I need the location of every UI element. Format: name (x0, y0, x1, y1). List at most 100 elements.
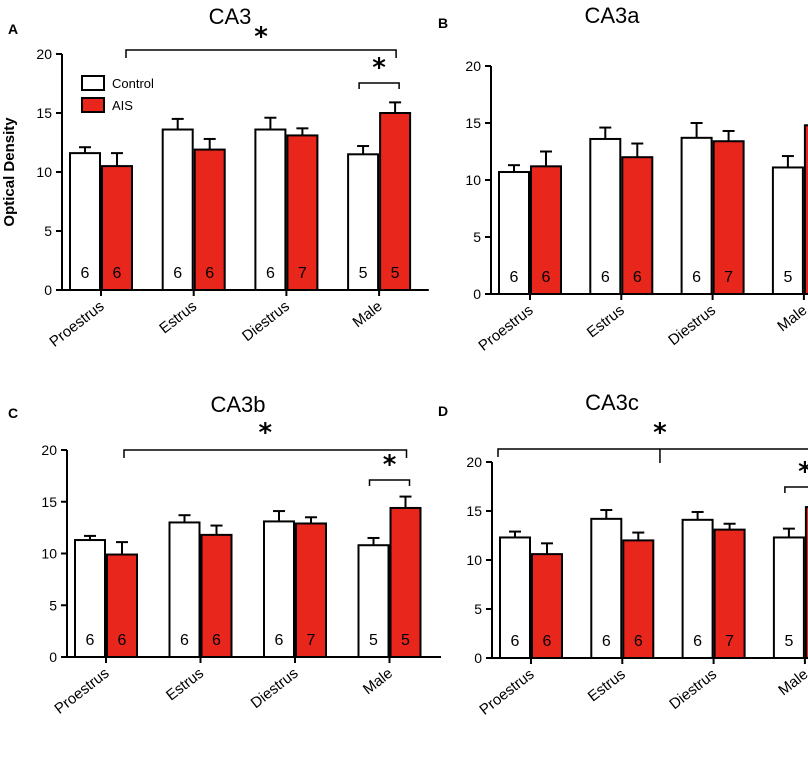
y-tick-label: 5 (473, 229, 481, 245)
panel-letter: B (438, 15, 448, 31)
bar-control-male (772, 536, 805, 660)
bar-control-diestrus (254, 128, 287, 291)
x-tick-label-estrus: Estrus (156, 298, 200, 338)
panel-d: D CA3c 0 5 10 15 20 Proestrus 6 6 Estrus 6 6 Diestrus… (438, 390, 808, 719)
bar-control-estrus (589, 137, 622, 295)
y-tick-label: 10 (36, 164, 52, 180)
legend-control-swatch (81, 75, 105, 91)
bar-control-diestrus (680, 136, 713, 295)
bar-ais-diestrus (712, 140, 745, 295)
significance-bracket-male (784, 486, 808, 493)
n-label: 6 (205, 265, 214, 282)
y-tick-label: 20 (465, 58, 481, 74)
x-tick-label-estrus: Estrus (584, 302, 628, 342)
significance-star: * (254, 22, 268, 52)
x-tick-label-male: Male (360, 665, 396, 698)
significance-bracket (125, 49, 397, 58)
significance-star: * (258, 418, 272, 448)
y-tick-label: 15 (41, 494, 57, 510)
n-label: 6 (542, 269, 551, 286)
n-label: 6 (275, 632, 284, 649)
bar-control-diestrus (681, 518, 714, 659)
y-axis-title: Optical Density (1, 117, 18, 227)
significance-star-male: * (383, 450, 397, 480)
bar-ais-male (379, 112, 412, 291)
significance-bracket-male (358, 82, 400, 89)
y-tick-label: 5 (44, 223, 52, 239)
n-label: 6 (180, 632, 189, 649)
legend-ais-swatch (81, 97, 105, 113)
n-label: 6 (510, 269, 519, 286)
bar-control-proestrus (498, 171, 530, 296)
legend-ais-label: AIS (112, 98, 133, 113)
x-tick-label-diestrus: Diestrus (666, 666, 720, 713)
n-label: 6 (633, 269, 642, 286)
x-tick-label-male: Male (349, 298, 385, 331)
bar-ais-male (389, 506, 422, 658)
x-tick-label-proestrus: Proestrus (46, 298, 107, 351)
y-tick-label: 5 (49, 597, 57, 613)
n-label: 5 (783, 269, 792, 286)
n-label: 5 (359, 265, 368, 282)
x-tick-label-diestrus: Diestrus (239, 298, 293, 345)
n-label: 5 (391, 265, 400, 282)
n-label: 6 (693, 633, 702, 650)
significance-bracket (497, 448, 808, 457)
significance-star-male: * (798, 457, 808, 487)
bar-control-proestrus (74, 539, 106, 658)
y-tick-label: 10 (465, 172, 481, 188)
bar-ais-diestrus (713, 528, 746, 659)
bar-ais-estrus (621, 156, 654, 295)
panel-letter: D (438, 403, 448, 419)
panel-a: A CA3 0 5 10 15 20 Proestrus 6 6 Estrus 6 6 Diestrus 6… (8, 4, 429, 351)
n-label: 6 (601, 269, 610, 286)
bar-control-proestrus (499, 536, 531, 660)
x-tick-label-male: Male (775, 666, 808, 699)
bar-ais-male (803, 124, 808, 295)
legend: Control AIS (81, 75, 154, 113)
n-label: 6 (173, 265, 182, 282)
bar-control-estrus (161, 128, 194, 291)
significance-star-male: * (372, 53, 386, 83)
panel-letter: A (8, 21, 18, 37)
n-label: 6 (692, 269, 701, 286)
significance-bracket-male (368, 479, 411, 486)
panel-letter: C (8, 405, 18, 421)
bar-control-male (771, 166, 804, 296)
n-label: 7 (724, 269, 733, 286)
bar-ais-male (804, 506, 808, 659)
n-label: 6 (86, 632, 95, 649)
bar-ais-estrus (622, 539, 655, 660)
x-tick-label-estrus: Estrus (585, 666, 629, 706)
panel-title: CA3c (585, 390, 639, 415)
n-label: 5 (369, 632, 378, 649)
x-tick-label-proestrus: Proestrus (476, 666, 537, 719)
bar-control-diestrus (263, 520, 295, 658)
x-tick-label-estrus: Estrus (163, 665, 207, 705)
n-label: 6 (266, 265, 275, 282)
bar-ais-diestrus (286, 134, 319, 291)
bar-control-proestrus (69, 152, 101, 291)
chart-panels: A CA3 0 5 10 15 20 Proestrus 6 6 Estrus 6 6 Diestrus 6… (8, 3, 808, 719)
x-tick-label-diestrus: Diestrus (665, 302, 719, 349)
y-tick-label: 0 (49, 649, 57, 665)
bar-ais-proestrus (530, 165, 562, 296)
legend-control-label: Control (112, 76, 154, 91)
n-label: 6 (81, 265, 90, 282)
x-tick-label-diestrus: Diestrus (248, 665, 302, 712)
y-tick-label: 0 (44, 282, 52, 298)
bar-control-male (357, 544, 390, 658)
x-tick-label-proestrus: Proestrus (51, 665, 112, 718)
y-tick-label: 0 (473, 286, 481, 302)
bar-ais-proestrus (101, 165, 133, 292)
y-tick-label: 5 (474, 601, 482, 617)
bar-ais-proestrus (531, 553, 563, 659)
y-tick-label: 0 (474, 650, 482, 666)
x-tick-label-male: Male (774, 302, 808, 335)
panel-title: CA3b (210, 392, 265, 417)
panel-b: B CA3a 0 5 10 15 20 Proestrus 6 6 Estrus 6 6 Diestrus… (438, 3, 808, 355)
bar-ais-estrus (193, 148, 226, 291)
bar-ais-estrus (200, 533, 233, 658)
x-tick-label-proestrus: Proestrus (475, 302, 536, 355)
